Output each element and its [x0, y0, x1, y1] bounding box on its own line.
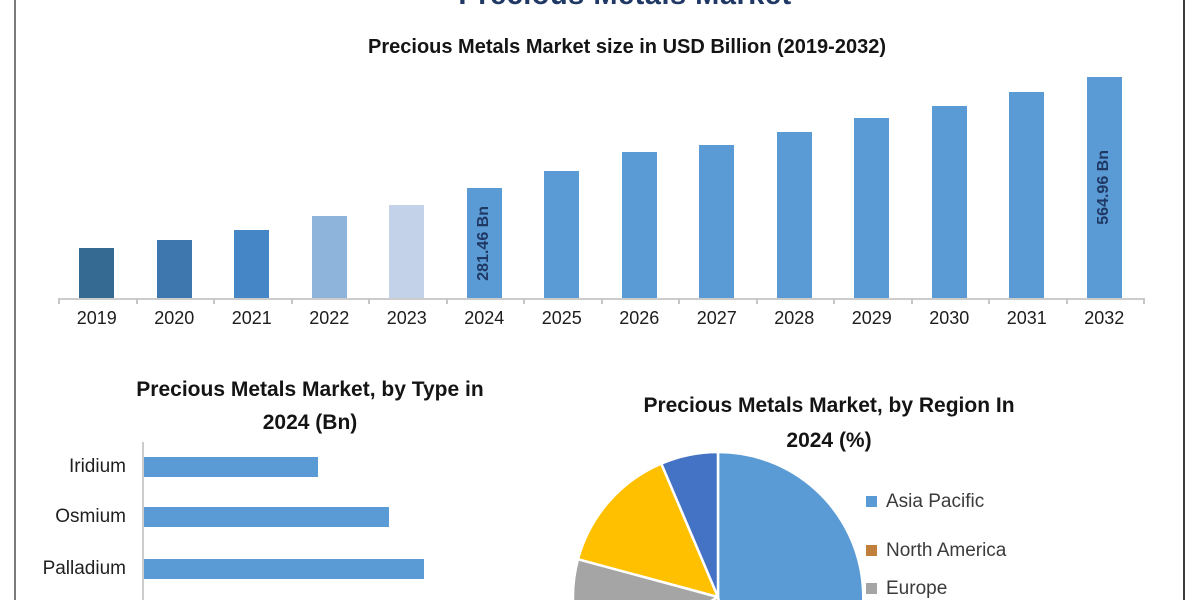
x-axis-tick [988, 298, 990, 304]
x-axis-tick [678, 298, 680, 304]
pie-slice-unlabeled-dark-blue-slice [660, 450, 720, 599]
legend-swatch [866, 583, 877, 594]
type-chart-title-line2: 2024 (Bn) [262, 411, 358, 434]
x-axis-label: 2032 [1084, 308, 1125, 328]
legend-label: Asia Pacific [886, 491, 985, 512]
x-axis-tick [1143, 298, 1145, 304]
bar-2030 [931, 106, 967, 298]
region-chart-title-line2: 2024 (%) [786, 429, 872, 452]
bar-value-label-text: 281.46 Bn [475, 205, 493, 281]
x-axis-label: 2026 [619, 308, 660, 328]
type-chart-title: Precious Metals Market, by Type in 2024 … [85, 373, 535, 439]
market-size-plot: 2019 2020 2021 2022 2023 281.46 Bn 2024 2025 202… [58, 77, 1145, 328]
bar-2025 [544, 171, 580, 298]
type-axis-line [142, 442, 144, 600]
legend-swatch [866, 496, 877, 507]
x-axis-label: 2025 [541, 308, 582, 328]
legend-item-north-america: North America [866, 539, 1066, 563]
bar-2024: 281.46 Bn [466, 188, 502, 298]
x-axis-label: 2030 [929, 308, 970, 328]
x-axis-tick [290, 298, 293, 304]
market-size-chart-title: Precious Metals Market size in USD Billi… [368, 36, 886, 58]
bar-2021 [234, 230, 270, 298]
x-axis-tick [445, 298, 448, 304]
type-bar-osmium [143, 507, 389, 527]
x-axis-label: 2023 [386, 308, 427, 328]
x-axis-tick [1065, 298, 1068, 304]
x-axis-label: 2027 [696, 308, 737, 328]
type-bar-label: Palladium [42, 558, 126, 579]
x-axis-label: 2020 [154, 308, 195, 328]
bar-2020 [156, 240, 192, 298]
bar-2028 [776, 132, 812, 298]
x-axis-label: 2024 [464, 308, 505, 328]
legend-item-asia-pacific: Asia Pacific [866, 490, 1066, 514]
bar-2019 [79, 248, 115, 298]
legend-label: Europe [886, 578, 948, 599]
pie-slice-unlabeled-yellow-slice [576, 462, 720, 599]
bar-value-label-text: 564.96 Bn [1095, 150, 1113, 225]
type-bar-label: Iridium [68, 456, 126, 477]
x-axis-label: 2019 [76, 308, 117, 328]
bar-2032: 564.96 Bn [1086, 77, 1122, 298]
legend-item-europe: Europe [866, 577, 1066, 600]
bar-2026 [621, 152, 657, 298]
bar-2029 [854, 118, 890, 298]
region-chart-title: Precious Metals Market, by Region In 202… [629, 388, 1029, 458]
pie-slice-europe [571, 557, 720, 600]
legend-label: North America [886, 540, 1007, 561]
frame-left-border [14, 0, 16, 600]
x-axis-tick [368, 298, 370, 304]
type-chart-plot: Iridium Osmium Palladium [0, 360, 560, 600]
x-axis-tick [135, 298, 138, 304]
bar-2031 [1009, 92, 1045, 298]
x-axis-tick [600, 298, 603, 304]
type-chart-title-line1: Precious Metals Market, by Type in [136, 378, 484, 401]
x-axis-label: 2029 [851, 308, 892, 328]
frame-right-border [1183, 0, 1185, 600]
bar-value-label: 564.96 Bn [1087, 77, 1122, 298]
type-bar-label: Osmium [55, 506, 126, 527]
x-axis-label: 2021 [231, 308, 272, 328]
type-bar-iridium [143, 457, 318, 477]
x-axis-tick [833, 298, 835, 304]
legend-swatch [866, 545, 877, 556]
bar-2027 [699, 145, 735, 298]
bar-value-label: 281.46 Bn [467, 188, 502, 298]
x-axis-tick [213, 298, 215, 304]
bar-2023 [389, 205, 425, 298]
x-axis-tick [910, 298, 913, 304]
region-chart-title-line1: Precious Metals Market, by Region In [643, 394, 1015, 417]
x-axis-tick [755, 298, 758, 304]
x-axis-label: 2031 [1006, 308, 1047, 328]
x-axis-label: 2028 [774, 308, 815, 328]
bar-2022 [311, 216, 347, 298]
pie-slice-asia-pacific [716, 450, 865, 600]
x-axis-label: 2022 [309, 308, 350, 328]
x-axis-tick [58, 298, 60, 304]
page-title: Precious Metals Market [0, 0, 1200, 12]
type-bar-palladium [143, 559, 424, 579]
region-pie-chart [571, 450, 865, 600]
x-axis-tick [523, 298, 525, 304]
